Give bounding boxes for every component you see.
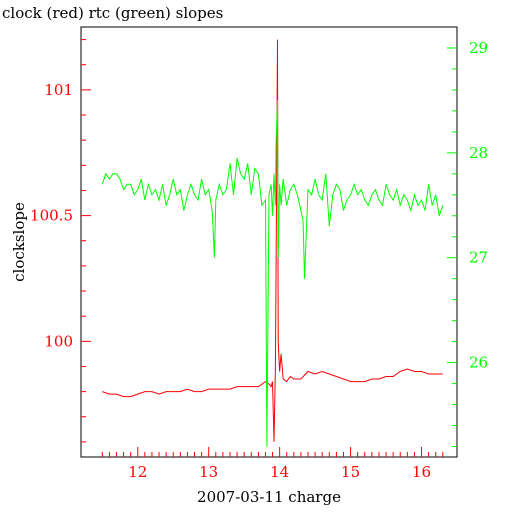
y-left-tick-label: 100.5 (30, 207, 73, 225)
y-left-tick-label: 101 (44, 81, 73, 99)
y-right-tick-label: 27 (469, 249, 488, 267)
y-axis-label: clockslope (10, 202, 28, 282)
y-right-tick-label: 28 (469, 144, 488, 162)
x-tick-label: 15 (341, 463, 360, 481)
x-tick-label: 12 (128, 463, 147, 481)
y-axis-left: 100 100.5 101 (30, 39, 91, 443)
x-axis-label: 2007-03-11 charge (197, 488, 341, 506)
y-left-tick-label: 100 (44, 332, 73, 350)
series-layer (101, 39, 444, 447)
x-axis: 12 13 14 15 16 (101, 447, 444, 481)
chart-title: clock (red) rtc (green) slopes (2, 4, 223, 22)
x-tick-label: 16 (412, 463, 431, 481)
x-tick-label: 14 (270, 463, 289, 481)
y-axis-right: 26 27 28 29 (447, 39, 488, 448)
y-right-tick-label: 26 (469, 354, 488, 372)
y-right-tick-label: 29 (469, 39, 488, 57)
series-line-clock (102, 39, 443, 442)
series-line-rtc (101, 100, 444, 447)
x-tick-label: 13 (199, 463, 218, 481)
plot-frame (80, 26, 458, 458)
